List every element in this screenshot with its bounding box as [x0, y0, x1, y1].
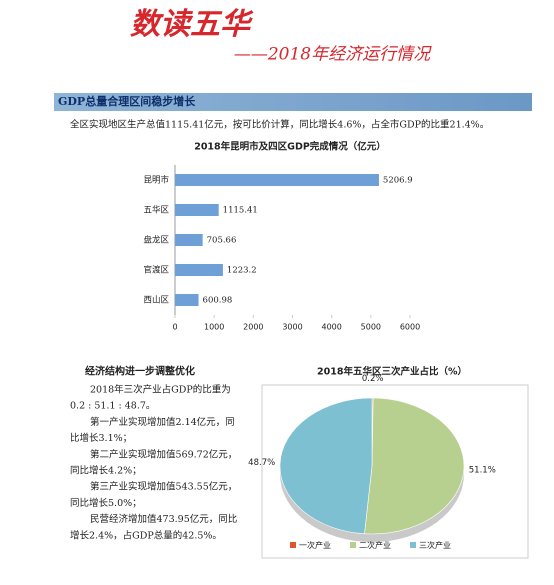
pie-slice: [364, 397, 465, 535]
bar: [175, 264, 223, 276]
bar: [175, 174, 379, 186]
value-label: 0.2%: [362, 374, 384, 384]
legend-label: 二次产业: [359, 540, 391, 550]
value-label: 600.98: [203, 296, 233, 306]
x-tick-label: 2000: [243, 323, 263, 332]
y-tick-label: 昆明市: [143, 175, 169, 186]
article-line: 同比增长4.2%；: [70, 465, 142, 477]
x-tick-label: 0: [172, 323, 177, 332]
x-tick-label: 5000: [361, 323, 381, 332]
value-label: 1223.2: [227, 266, 257, 276]
value-label: 705.66: [207, 236, 237, 246]
value-label: 5206.9: [383, 176, 413, 186]
legend-label: 一次产业: [299, 540, 331, 550]
legend-label: 三次产业: [419, 540, 451, 550]
bar: [175, 294, 199, 306]
pie-frame: [261, 384, 529, 559]
article-line: 第二产业实现增加值569.72亿元，: [90, 448, 237, 460]
chart-title: 2018年昆明市及四区GDP完成情况（亿元）: [194, 141, 386, 153]
y-tick-label: 官渡区: [143, 265, 169, 276]
x-tick-label: 1000: [204, 323, 224, 332]
y-tick-label: 盘龙区: [143, 235, 169, 246]
article-line: 增长2.4%，占GDP总量的42.5%。: [70, 529, 222, 541]
chart-title: 2018年五华区三次产业占比（%）: [317, 366, 467, 378]
article-line: 比增长3.1%；: [70, 432, 132, 444]
article-line: 同比增长5.0%；: [70, 497, 142, 509]
article-line: 民营经济增加值473.95亿元，同比: [90, 513, 237, 525]
value-label: 48.7%: [248, 458, 275, 468]
article-line: 第三产业实现增加值543.55亿元，: [90, 481, 237, 493]
section-bar: [54, 93, 532, 111]
article-line: 第一产业实现增加值2.14亿元，同: [90, 416, 235, 428]
x-tick-label: 4000: [321, 323, 341, 332]
bar: [175, 204, 219, 216]
y-tick-label: 五华区: [143, 205, 169, 216]
x-tick-label: 3000: [282, 323, 302, 332]
legend-swatch: [350, 542, 356, 548]
value-label: 1115.41: [223, 206, 258, 216]
article-line: 2018年三次产业占GDP的比重为: [90, 384, 231, 396]
value-label: 51.1%: [469, 465, 496, 475]
x-tick-label: 6000: [400, 323, 420, 332]
article-line: 0.2 : 51.1 : 48.7。: [70, 401, 155, 412]
bar: [175, 234, 203, 246]
title: 数读五华: [130, 7, 254, 42]
y-tick-label: 西山区: [143, 295, 169, 306]
legend-swatch: [410, 542, 416, 548]
subtitle: ——2018年经济运行情况: [234, 45, 432, 65]
pie-slice: [279, 397, 373, 535]
legend-swatch: [290, 542, 296, 548]
section-text: 全区实现地区生产总值1115.41亿元，按可比价计算，同比增长4.6%，占全市G…: [70, 119, 489, 131]
section-heading: GDP总量合理区间稳步增长: [58, 94, 196, 108]
article-heading: 经济结构进一步调整优化: [85, 365, 195, 378]
